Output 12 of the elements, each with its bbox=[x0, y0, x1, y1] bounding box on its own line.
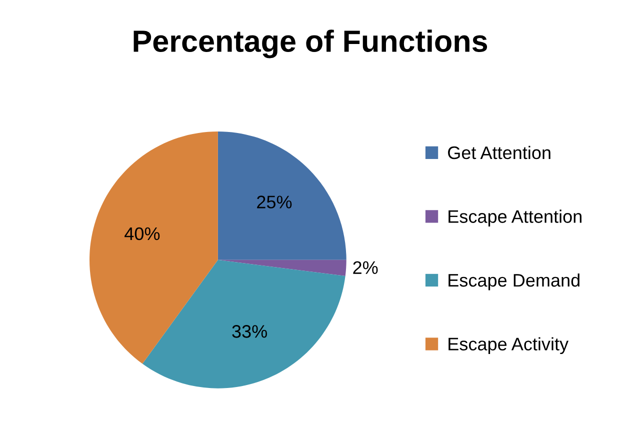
pie-slice bbox=[218, 131, 346, 260]
legend-label: Get Attention bbox=[448, 146, 550, 160]
legend-label: Escape Attention bbox=[448, 210, 582, 227]
pie-slice bbox=[90, 131, 218, 364]
legend-label: Escape Activity bbox=[448, 337, 569, 354]
data-label: 40% bbox=[124, 227, 160, 240]
data-label: 33% bbox=[232, 325, 267, 338]
legend-label: Escape Demand bbox=[448, 273, 580, 290]
chart-title: Percentage of Functions bbox=[134, 30, 488, 58]
data-label: 25% bbox=[257, 196, 292, 208]
pie-slice bbox=[142, 260, 346, 388]
data-label: 2% bbox=[353, 261, 378, 274]
